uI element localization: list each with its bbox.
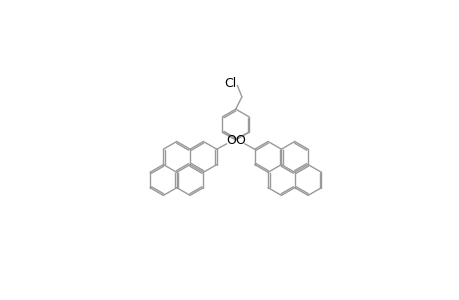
Text: Cl: Cl [224,77,236,90]
Text: O: O [235,134,245,147]
Text: O: O [226,134,236,147]
